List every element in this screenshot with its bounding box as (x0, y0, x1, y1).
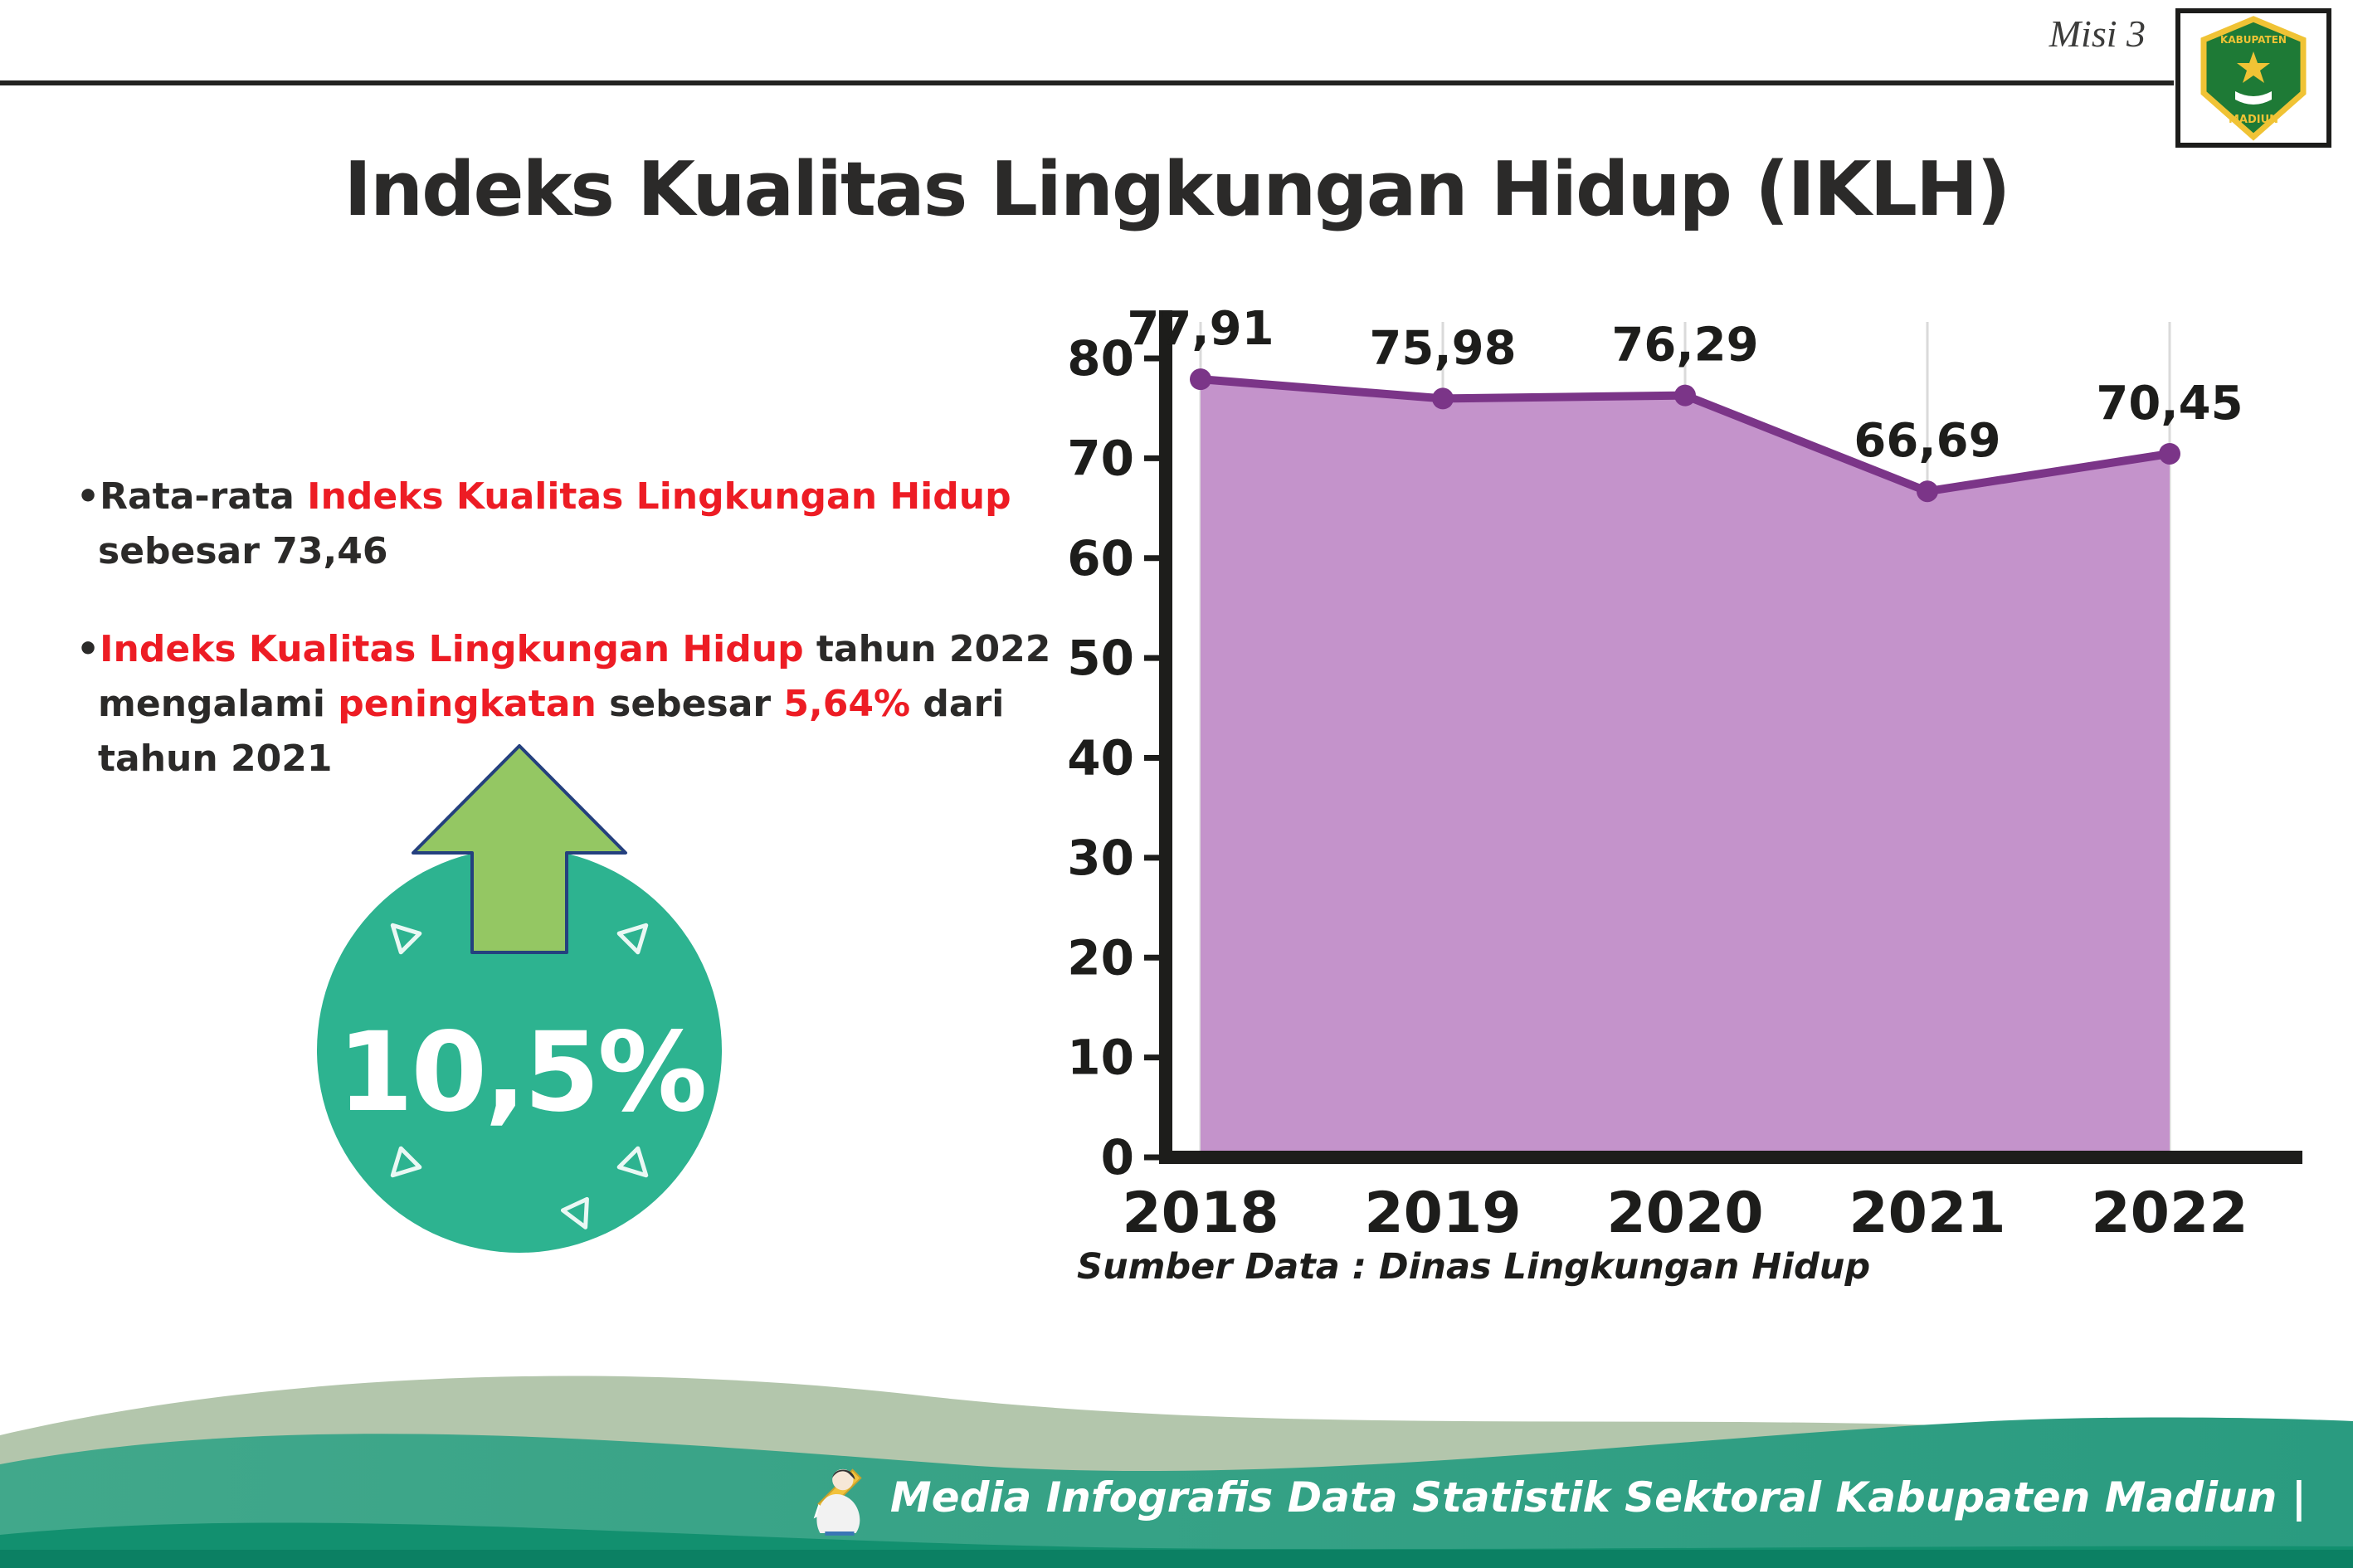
badge-triangle-marks (390, 923, 649, 1230)
y-tick-label: 30 (1067, 830, 1134, 886)
bullet-2-highlight-2: peningkatan (338, 683, 597, 725)
footer-credit: Media Infografis Data Statistik Sektoral… (802, 1457, 2307, 1538)
bullet-1-highlight: Indeks Kualitas Lingkungan Hidup (307, 475, 1011, 518)
header-rule (0, 80, 2174, 85)
bullet-2-text-3: dari tahun 2021 (98, 683, 1005, 780)
footer-credit-text: Media Infografis Data Statistik Sektoral… (889, 1473, 2307, 1522)
x-tick-label: 2019 (1364, 1181, 1521, 1246)
banner-shape (2235, 91, 2272, 105)
page-title: Indeks Kualitas Lingkungan Hidup (IKLH) (343, 146, 2011, 234)
y-tick-label: 10 (1067, 1030, 1134, 1086)
bullet-1-value: sebesar 73,46 (98, 530, 388, 572)
x-tick-label: 2018 (1122, 1181, 1279, 1246)
y-tick-label: 60 (1067, 530, 1134, 587)
data-point (2159, 442, 2180, 465)
area-series (1201, 379, 2170, 1157)
footer-bottom-strip (0, 1550, 2353, 1568)
data-point (1917, 480, 1938, 503)
data-point (1674, 384, 1696, 407)
shield-shape (2200, 16, 2307, 141)
logo-text-top: KABUPATEN (2220, 34, 2287, 46)
mascot-icon (813, 1468, 862, 1536)
x-tick-label: 2020 (1606, 1181, 1763, 1246)
y-tick-label: 20 (1067, 929, 1134, 986)
data-label: 66,69 (1854, 414, 2000, 468)
growth-badge: 10,5% (314, 735, 745, 1269)
logo-text-bottom: MADIUN (2229, 114, 2278, 126)
iklh-area-chart: 0 10 20 30 40 50 60 70 80 77,91 75,98 76,29 66,69 70,… (1054, 299, 2323, 1294)
badge-circle (317, 848, 722, 1253)
y-tick-label: 50 (1067, 630, 1134, 686)
bullet-2-text-2: sebesar (596, 683, 784, 725)
up-arrow-icon (412, 744, 627, 954)
bullet-2-highlight-1: Indeks Kualitas Lingkungan Hidup (100, 628, 804, 670)
y-tick-label: 0 (1101, 1129, 1134, 1186)
kabupaten-madiun-logo: KABUPATEN MADIUN (2175, 8, 2331, 148)
badge-percentage: 10,5% (338, 1009, 705, 1137)
data-label: 75,98 (1369, 321, 1516, 375)
bullet-increase-2022: •Indeks Kualitas Lingkungan Hidup tahun … (76, 622, 1072, 786)
star-icon (2237, 51, 2270, 83)
data-source-caption: Sumber Data : Dinas Lingkungan Hidup (1077, 1246, 1871, 1288)
footer-waves (0, 1376, 2353, 1568)
data-label: 70,45 (2096, 377, 2243, 431)
bullet-1-text: •Rata-rata (76, 475, 308, 518)
misi-label: Misi 3 (2049, 12, 2146, 55)
y-tick-label: 70 (1067, 430, 1134, 486)
bullet-average-iklh: •Rata-rata Indeks Kualitas Lingkungan Hi… (76, 470, 1072, 579)
key-points: •Rata-rata Indeks Kualitas Lingkungan Hi… (76, 470, 1072, 830)
data-label: 76,29 (1611, 319, 1758, 373)
x-tick-label: 2022 (2091, 1181, 2248, 1246)
bullet-2-highlight-3: 5,64% (783, 683, 911, 725)
x-tick-label: 2021 (1849, 1181, 2005, 1246)
y-tick-label: 80 (1067, 330, 1134, 387)
data-label: 77,91 (1127, 302, 1274, 356)
coat-of-arms-icon: KABUPATEN MADIUN (2200, 16, 2307, 141)
data-point (1190, 368, 1211, 391)
bullet-2-text-1: tahun 2022 mengalami (98, 628, 1051, 725)
y-tick-label: 40 (1067, 730, 1134, 786)
data-point (1432, 387, 1454, 410)
bullet-2-dot: • (76, 628, 100, 670)
